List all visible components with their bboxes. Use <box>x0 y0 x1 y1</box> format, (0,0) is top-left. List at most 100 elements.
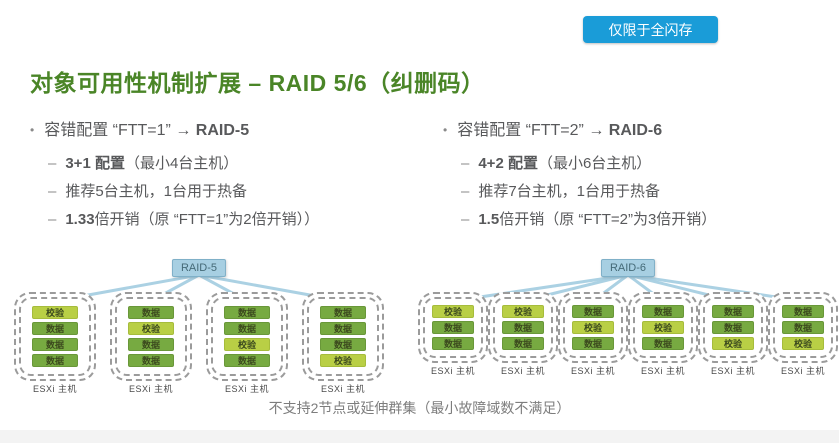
bullet-icon: • <box>30 123 35 137</box>
esxi-host: 校验 数据 数据 ESXi 主机 <box>418 292 488 377</box>
hosts-row: 校验 数据 数据 数据 ESXi 主机 数据 校验 数据 数据 ESXi 主机 数据 数据 校验 数据 ES… <box>14 292 384 395</box>
esxi-host-label: ESXi 主机 <box>430 366 475 376</box>
list-item: – 1.33倍开销（原 “FTT=1”为2倍开销）） <box>48 206 430 234</box>
raid6-heading-text: 容错配置 “FTT=2” → RAID-6 <box>457 122 663 139</box>
data-block: 数据 <box>502 337 544 350</box>
esxi-host-label: ESXi 主机 <box>570 366 615 376</box>
list-item: – 推荐7台主机，1台用于热备 <box>461 178 839 206</box>
data-block: 数据 <box>32 338 78 351</box>
host-inner-box: 校验 数据 数据 <box>493 297 553 358</box>
esxi-host: 数据 校验 数据 ESXi 主机 <box>628 292 698 377</box>
esxi-host: 数据 数据 校验 ESXi 主机 <box>698 292 768 377</box>
esxi-host-label: ESXi 主机 <box>128 384 173 394</box>
host-box: 数据 校验 数据 <box>558 292 628 363</box>
esxi-host-label: ESXi 主机 <box>640 366 685 376</box>
data-block: 数据 <box>502 321 544 334</box>
bullet-list-raid6: • 容错配置 “FTT=2” → RAID-6 – 4+2 配置（最小6台主机）… <box>443 116 839 234</box>
raid5-heading-text: 容错配置 “FTT=1” → RAID-5 <box>44 122 250 139</box>
esxi-host: 数据 校验 数据 数据 ESXi 主机 <box>110 292 192 395</box>
dash-icon: – <box>48 183 57 200</box>
esxi-host-label: ESXi 主机 <box>224 384 269 394</box>
host-box: 数据 校验 数据 数据 <box>110 292 192 381</box>
dash-icon: – <box>461 183 470 200</box>
data-block: 数据 <box>572 337 614 350</box>
host-inner-box: 校验 数据 数据 数据 <box>19 297 91 376</box>
list-item: – 推荐5台主机，1台用于热备 <box>48 178 430 206</box>
footer-bar <box>0 430 839 443</box>
esxi-host-label: ESXi 主机 <box>32 384 77 394</box>
raid5-heading: • 容错配置 “FTT=1” → RAID-5 <box>30 116 430 140</box>
parity-block: 校验 <box>502 305 544 318</box>
esxi-host: 数据 数据 数据 校验 ESXi 主机 <box>302 292 384 395</box>
esxi-host: 数据 数据 校验 数据 ESXi 主机 <box>206 292 288 395</box>
parity-block: 校验 <box>128 322 174 335</box>
esxi-host-label: ESXi 主机 <box>710 366 755 376</box>
parity-block: 校验 <box>432 305 474 318</box>
dash-icon: – <box>461 155 470 172</box>
data-block: 数据 <box>320 322 366 335</box>
host-inner-box: 数据 数据 校验 <box>773 297 833 358</box>
list-item: – 1.5倍开销（原 “FTT=2”为3倍开销） <box>461 206 839 234</box>
footer-note: 不支持2节点或延伸群集（最小故障域数不满足） <box>268 400 571 416</box>
host-box: 数据 数据 校验 <box>768 292 838 363</box>
data-block: 数据 <box>712 321 754 334</box>
data-block: 数据 <box>32 322 78 335</box>
data-block: 数据 <box>642 305 684 318</box>
hosts-row: 校验 数据 数据 ESXi 主机 校验 数据 数据 ESXi 主机 数据 校验 数据 ESXi 主机数… <box>418 292 838 377</box>
data-block: 数据 <box>320 306 366 319</box>
raid6-heading: • 容错配置 “FTT=2” → RAID-6 <box>443 116 839 140</box>
data-block: 数据 <box>224 354 270 367</box>
host-inner-box: 数据 数据 数据 校验 <box>307 297 379 376</box>
data-block: 数据 <box>572 305 614 318</box>
data-block: 数据 <box>128 306 174 319</box>
parity-block: 校验 <box>224 338 270 351</box>
data-block: 数据 <box>128 354 174 367</box>
host-inner-box: 数据 数据 校验 <box>703 297 763 358</box>
data-block: 数据 <box>432 337 474 350</box>
dash-icon: – <box>461 211 470 228</box>
list-item: – 3+1 配置（最小4台主机） <box>48 150 430 178</box>
data-block: 数据 <box>712 305 754 318</box>
esxi-host-label: ESXi 主机 <box>320 384 365 394</box>
list-item: – 4+2 配置（最小6台主机） <box>461 150 839 178</box>
esxi-host: 校验 数据 数据 ESXi 主机 <box>488 292 558 377</box>
esxi-host-label: ESXi 主机 <box>780 366 825 376</box>
esxi-host: 数据 校验 数据 ESXi 主机 <box>558 292 628 377</box>
data-block: 数据 <box>224 322 270 335</box>
host-inner-box: 校验 数据 数据 <box>423 297 483 358</box>
host-inner-box: 数据 校验 数据 数据 <box>115 297 187 376</box>
bullet-list-raid5: • 容错配置 “FTT=1” → RAID-5 – 3+1 配置（最小4台主机）… <box>30 116 430 234</box>
dash-icon: – <box>48 155 57 172</box>
parity-block: 校验 <box>572 321 614 334</box>
esxi-host: 校验 数据 数据 数据 ESXi 主机 <box>14 292 96 395</box>
host-box: 数据 数据 校验 数据 <box>206 292 288 381</box>
host-inner-box: 数据 校验 数据 <box>633 297 693 358</box>
parity-block: 校验 <box>712 337 754 350</box>
esxi-host: 数据 数据 校验 ESXi 主机 <box>768 292 838 377</box>
host-box: 校验 数据 数据 数据 <box>14 292 96 381</box>
host-box: 数据 校验 数据 <box>628 292 698 363</box>
host-box: 数据 数据 数据 校验 <box>302 292 384 381</box>
host-box: 校验 数据 数据 <box>488 292 558 363</box>
parity-block: 校验 <box>32 306 78 319</box>
page-title: 对象可用性机制扩展 – RAID 5/6（纠删码） <box>30 70 485 96</box>
data-block: 数据 <box>782 305 824 318</box>
raid-label: RAID-6 <box>600 259 656 277</box>
host-inner-box: 数据 校验 数据 <box>563 297 623 358</box>
host-box: 数据 数据 校验 <box>698 292 768 363</box>
parity-block: 校验 <box>320 354 366 367</box>
data-block: 数据 <box>128 338 174 351</box>
parity-block: 校验 <box>642 321 684 334</box>
raid-label: RAID-5 <box>171 259 227 277</box>
raid5-diagram: RAID-5 校验 数据 数据 数据 ESXi 主机 数据 校验 数据 数据 ESXi 主机 数据 数据… <box>14 256 384 395</box>
host-inner-box: 数据 数据 校验 数据 <box>211 297 283 376</box>
data-block: 数据 <box>642 337 684 350</box>
data-block: 数据 <box>320 338 366 351</box>
esxi-host-label: ESXi 主机 <box>500 366 545 376</box>
diagram-row: RAID-5 校验 数据 数据 数据 ESXi 主机 数据 校验 数据 数据 ESXi 主机 数据 数据… <box>14 256 838 395</box>
data-block: 数据 <box>32 354 78 367</box>
data-block: 数据 <box>224 306 270 319</box>
all-flash-only-badge: 仅限于全闪存 <box>583 16 718 43</box>
dash-icon: – <box>48 211 57 228</box>
